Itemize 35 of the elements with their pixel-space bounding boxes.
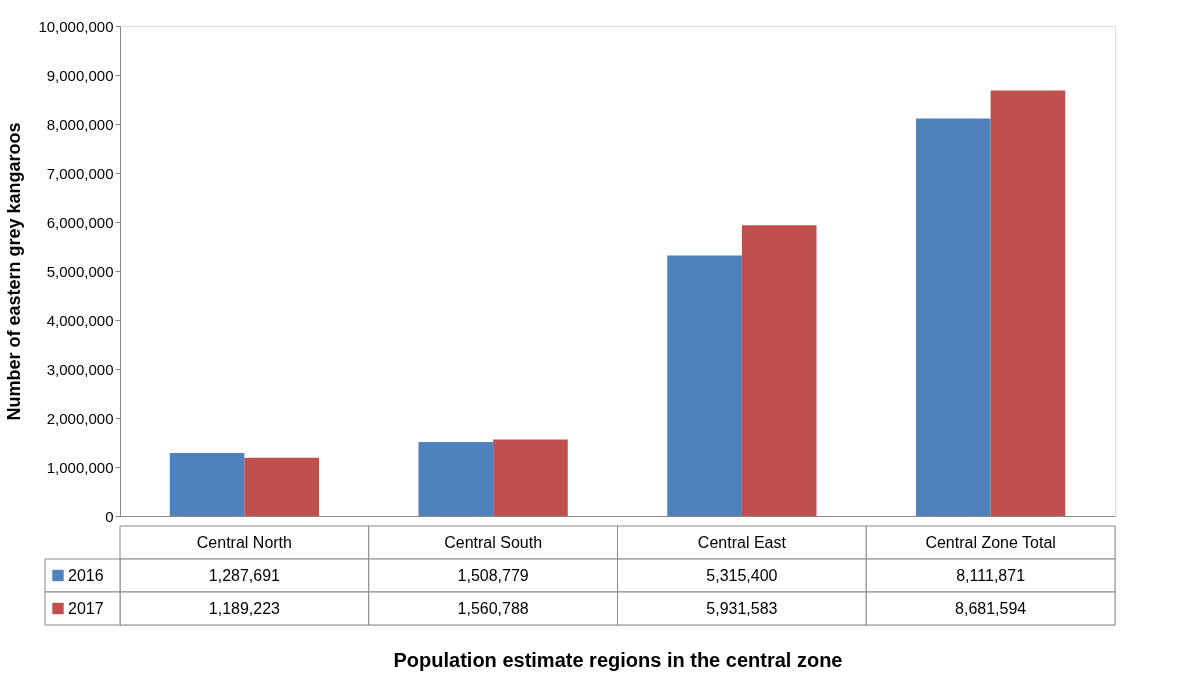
y-tick-label: 6,000,000 <box>46 213 114 231</box>
y-tick-label: 0 <box>105 507 114 525</box>
y-tick-label: 10,000,000 <box>38 17 114 35</box>
bar <box>169 452 245 516</box>
x-tick-label: Central South <box>444 533 543 551</box>
bar <box>741 225 817 516</box>
data-label: 8,111,871 <box>956 566 1026 584</box>
y-tick-label: 1,000,000 <box>46 458 114 476</box>
data-label: 1,189,223 <box>208 599 281 617</box>
x-tick-label: Central East <box>697 533 787 551</box>
y-tick-label: 9,000,000 <box>46 66 114 84</box>
y-tick-label: 7,000,000 <box>46 164 114 182</box>
bar <box>244 457 319 516</box>
data-label: 5,931,583 <box>706 599 778 617</box>
y-tick-label: 5,000,000 <box>46 262 114 280</box>
y-tick-label: 3,000,000 <box>46 360 114 378</box>
bar <box>990 90 1066 516</box>
data-label: 1,560,788 <box>457 599 529 617</box>
legend-label: 2016 <box>68 566 104 584</box>
bar <box>418 442 494 516</box>
bar <box>493 439 568 516</box>
x-tick-label: Central North <box>196 533 292 551</box>
y-tick-label: 2,000,000 <box>46 409 114 427</box>
y-axis-title: Number of eastern grey kangaroos <box>4 122 25 421</box>
data-label: 5,315,400 <box>706 566 778 584</box>
data-label: 1,508,779 <box>457 566 529 584</box>
legend-label: 2017 <box>68 599 104 617</box>
bar <box>667 255 742 516</box>
bar <box>916 118 991 516</box>
y-tick-label: 8,000,000 <box>46 115 114 133</box>
data-label: 1,287,691 <box>208 566 281 584</box>
y-tick-label: 4,000,000 <box>46 311 114 329</box>
x-axis-title: Population estimate regions in the central zone <box>393 648 843 671</box>
x-tick-label: Central Zone Total <box>925 533 1056 551</box>
data-label: 8,681,594 <box>955 599 1027 617</box>
